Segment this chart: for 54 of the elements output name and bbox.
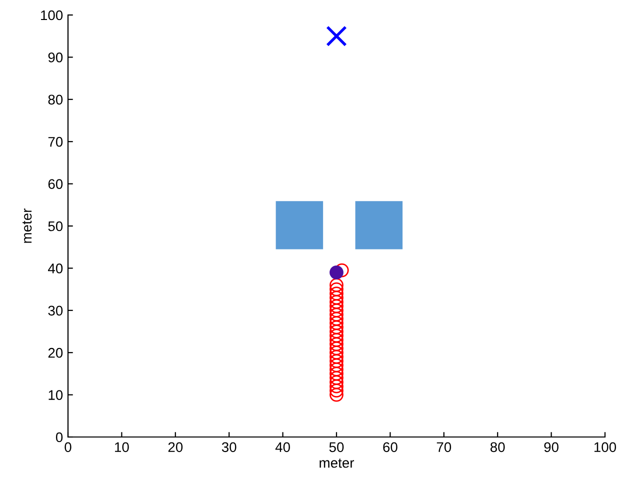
point <box>330 346 344 360</box>
point <box>330 341 344 356</box>
point <box>330 384 344 398</box>
point <box>330 265 344 280</box>
point <box>334 263 349 278</box>
point <box>326 26 347 47</box>
point <box>330 362 344 376</box>
point <box>330 354 344 368</box>
y-tick-label: 80 <box>48 94 63 105</box>
x-tick-label: 90 <box>544 442 558 452</box>
point <box>330 282 344 296</box>
y-tick-label: 100 <box>41 10 63 20</box>
x-tick-label: 0 <box>64 442 72 452</box>
x-axis-title: meter <box>320 458 354 468</box>
point <box>330 332 344 347</box>
y-tick-label: 90 <box>48 52 63 62</box>
point <box>330 299 344 314</box>
point <box>330 370 344 385</box>
point <box>330 320 344 334</box>
x-tick-label: 60 <box>383 442 398 452</box>
point <box>330 286 344 300</box>
point <box>330 366 344 381</box>
y-tick-label: 50 <box>48 221 63 232</box>
point <box>330 358 344 372</box>
point <box>330 328 344 343</box>
y-tick-label: 0 <box>56 432 63 442</box>
x-tick-label: 100 <box>594 442 616 452</box>
point <box>330 388 344 402</box>
x-tick-label: 80 <box>490 442 505 452</box>
point <box>330 312 344 326</box>
y-tick-label: 30 <box>48 306 63 316</box>
y-tick-label: 70 <box>48 136 63 147</box>
y-axis-title: meter <box>22 208 32 243</box>
x-tick-label: 50 <box>329 442 344 452</box>
point <box>330 290 344 305</box>
x-tick-label: 30 <box>222 442 236 452</box>
point <box>330 379 344 394</box>
y-tick-label: 60 <box>48 179 63 189</box>
point <box>330 375 344 390</box>
point <box>330 295 344 309</box>
point <box>330 316 344 330</box>
x-tick-label: 10 <box>115 442 129 452</box>
point <box>330 350 344 364</box>
x-tick-label: 70 <box>436 442 452 452</box>
point <box>330 337 344 352</box>
point <box>330 324 344 338</box>
point <box>330 278 344 292</box>
y-tick-label: 10 <box>48 390 63 400</box>
x-tick-label: 20 <box>168 442 183 452</box>
y-tick-label: 40 <box>48 264 63 274</box>
x-tick-label: 40 <box>275 442 290 452</box>
point <box>330 308 344 322</box>
y-tick-label: 20 <box>48 348 63 358</box>
point <box>330 303 344 318</box>
